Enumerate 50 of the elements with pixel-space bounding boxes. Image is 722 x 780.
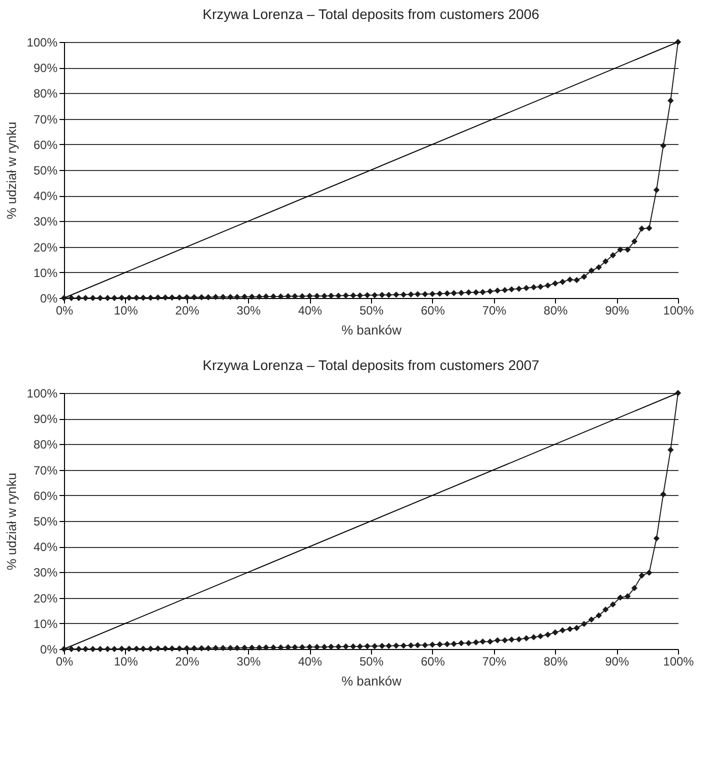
x-tick-label: 100%: [663, 654, 694, 668]
y-tick-label: 80%: [33, 438, 58, 452]
y-tick-label: 80%: [33, 86, 58, 101]
y-tick-label: 40%: [33, 189, 58, 204]
x-tick-label: 90%: [605, 654, 630, 668]
y-tick-label: 90%: [33, 61, 58, 76]
y-tick-label: 70%: [33, 463, 58, 478]
y-tick-label: 0%: [40, 642, 58, 656]
x-tick-label: 20%: [175, 654, 200, 668]
x-tick-label: 70%: [482, 654, 507, 668]
x-tick-label: 30%: [236, 654, 262, 668]
x-tick-label: 10%: [114, 654, 138, 668]
chart-title: Krzywa Lorenza – Total deposits from customers 2007: [202, 357, 540, 373]
x-tick-label: 30%: [236, 304, 262, 318]
x-tick-label: 50%: [359, 654, 384, 668]
x-tick-label: 70%: [482, 304, 507, 318]
x-tick-label: 20%: [175, 304, 200, 318]
y-tick-label: 90%: [33, 412, 58, 426]
x-tick-label: 40%: [298, 654, 322, 668]
y-tick-label: 60%: [33, 488, 58, 503]
x-tick-label: 100%: [663, 304, 694, 318]
x-tick-label: 0%: [56, 304, 74, 318]
y-tick-label: 30%: [33, 566, 58, 580]
y-tick-label: 10%: [33, 266, 58, 280]
y-tick-label: 20%: [33, 240, 58, 254]
y-tick-label: 70%: [33, 112, 58, 126]
x-tick-label: 80%: [544, 304, 568, 318]
x-tick-label: 80%: [544, 654, 568, 668]
x-axis-title: % banków: [342, 322, 402, 338]
y-tick-label: 10%: [33, 616, 58, 631]
y-tick-label: 60%: [33, 138, 58, 152]
y-tick-label: 50%: [33, 514, 58, 528]
y-tick-label: 100%: [26, 386, 58, 400]
y-tick-label: 50%: [33, 164, 58, 178]
x-tick-label: 10%: [114, 304, 138, 318]
y-axis-title: % udział w rynku: [4, 122, 19, 220]
x-tick-label: 0%: [56, 654, 74, 668]
y-tick-label: 40%: [33, 540, 58, 554]
chart-title: Krzywa Lorenza – Total deposits from customers 2006: [202, 6, 540, 22]
y-axis-title: % udział w rynku: [4, 472, 19, 570]
x-tick-label: 40%: [298, 304, 322, 318]
x-tick-label: 60%: [420, 304, 446, 318]
x-tick-label: 90%: [605, 304, 630, 318]
x-tick-label: 60%: [420, 654, 446, 668]
x-axis-title: % banków: [342, 674, 402, 688]
y-tick-label: 20%: [33, 591, 58, 606]
y-tick-label: 100%: [26, 36, 58, 50]
y-tick-label: 0%: [40, 292, 58, 306]
y-tick-label: 30%: [33, 214, 58, 229]
x-tick-label: 50%: [359, 304, 384, 318]
